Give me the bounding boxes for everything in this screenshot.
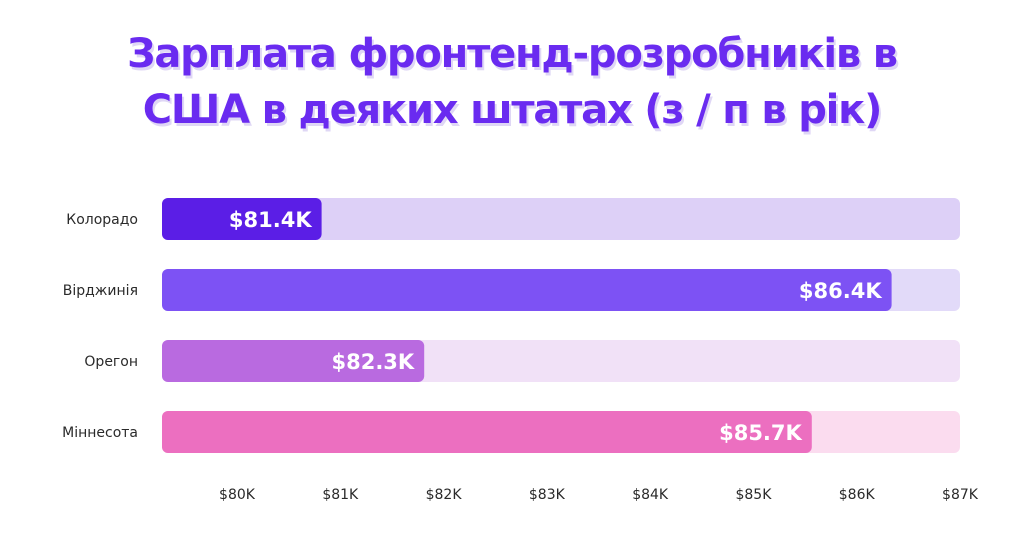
x-tick-label: $82K — [426, 487, 463, 503]
x-tick-label: $80K — [219, 487, 256, 503]
x-tick-label: $81K — [322, 487, 359, 503]
category-label: Вірджинія — [63, 283, 138, 299]
x-tick-label: $85K — [735, 487, 772, 503]
bar-row-2 — [162, 269, 892, 311]
bar-row-3 — [162, 340, 425, 382]
x-tick-label: $87K — [942, 487, 979, 503]
chart-title-line-2: США в деяких штатах (з / п в рік) — [142, 87, 883, 133]
category-label: Колорадо — [66, 212, 138, 228]
bar-row-1 — [162, 198, 322, 240]
x-tick-label: $83K — [529, 487, 566, 503]
bar-track-row-1 — [162, 198, 960, 240]
category-label: Орегон — [84, 354, 138, 370]
chart-title: Зарплата фронтенд-розробників в США в де… — [0, 26, 1024, 138]
value-label: $82.3K — [331, 350, 414, 374]
x-tick-label: $84K — [632, 487, 669, 503]
value-label: $85.7K — [719, 421, 802, 445]
value-label: $86.4K — [799, 279, 882, 303]
x-tick-label: $86K — [839, 487, 876, 503]
chart-title-line-1: Зарплата фронтенд-розробників в — [127, 31, 898, 77]
category-label: Міннесота — [62, 425, 138, 441]
value-label: $81.4K — [229, 208, 312, 232]
bar-row-4 — [162, 411, 812, 453]
